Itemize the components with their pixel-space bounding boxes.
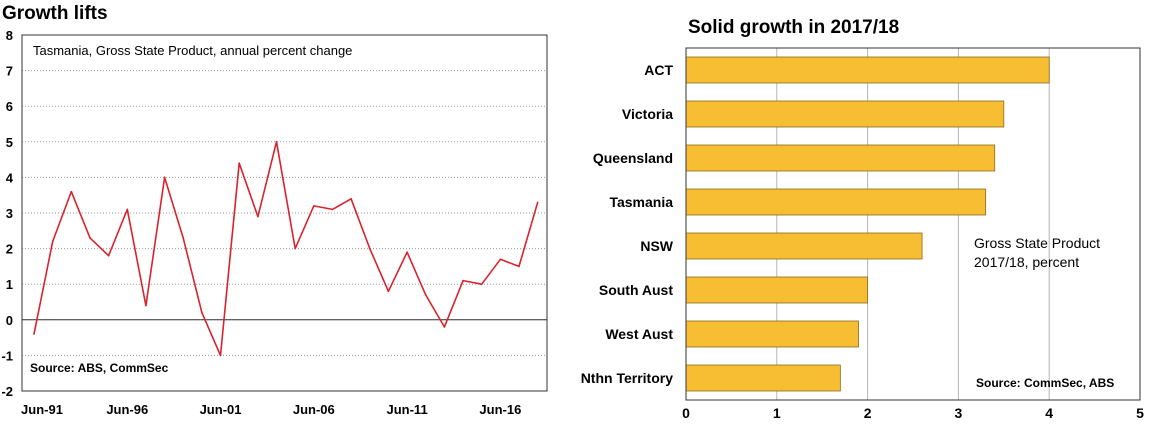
x-tick-label: 1	[773, 405, 781, 421]
y-tick-label: 3	[6, 206, 13, 221]
data-point	[238, 162, 240, 164]
y-tick-label: 5	[6, 135, 13, 150]
x-tick-label: Jun-91	[21, 402, 63, 417]
plot-frame	[21, 34, 548, 392]
line-chart-panel: Growth lifts -2 -1 0 1 2 3 4 5 6 7 8 Jun-91 Jun-96 Ju…	[0, 0, 560, 429]
bar-chart: ACT Victoria Queensland Tasmania NSW South Au…	[581, 47, 1144, 421]
source-note: Source: ABS, CommSec	[30, 361, 169, 375]
x-tick-label: Jun-16	[479, 402, 521, 417]
y-tick-label: -1	[1, 348, 13, 363]
chart-annotation: Gross State Product	[974, 235, 1100, 251]
category-label: Tasmania	[609, 194, 673, 210]
x-tick-label: Jun-96	[106, 402, 148, 417]
data-point	[275, 141, 278, 143]
bar	[685, 364, 841, 392]
data-point	[387, 290, 390, 293]
data-point	[406, 251, 408, 253]
data-point	[219, 354, 222, 357]
y-tick-label: 1	[6, 277, 13, 292]
data-point	[257, 215, 259, 218]
bar	[685, 144, 996, 172]
category-label: West Aust	[605, 326, 673, 342]
x-tick-label: 3	[955, 405, 963, 421]
data-point	[145, 304, 147, 307]
y-tick-label: 7	[6, 64, 13, 79]
y-tick-label: 2	[6, 242, 13, 257]
data-point	[51, 240, 54, 243]
category-label: ACT	[644, 62, 673, 78]
data-point	[536, 201, 539, 204]
chart-annotation: 2017/18, percent	[974, 254, 1079, 270]
x-tick-label: 2	[864, 405, 872, 421]
source-note: Source: CommSec, ABS	[976, 376, 1114, 390]
bar	[685, 320, 859, 348]
data-point	[480, 283, 483, 286]
data-point	[462, 279, 464, 282]
data-point	[126, 208, 129, 211]
data-point	[182, 237, 185, 239]
series-line	[33, 141, 539, 357]
data-point	[424, 294, 427, 296]
y-tick-label: 0	[6, 313, 13, 328]
data-point	[350, 197, 352, 200]
line-chart: -2 -1 0 1 2 3 4 5 6 7 8 Jun-91 Jun-96 Jun-01 Jun-06 Jun…	[1, 28, 548, 417]
x-tick-label: 5	[1136, 405, 1144, 421]
data-point	[331, 208, 334, 211]
x-tick-label: Jun-01	[200, 402, 242, 417]
bar-chart-title: Solid growth in 2017/18	[688, 17, 900, 38]
bar	[685, 232, 923, 260]
category-label: Victoria	[622, 106, 673, 122]
data-point	[33, 333, 35, 335]
data-point	[89, 237, 91, 239]
data-point	[443, 326, 446, 328]
data-point	[294, 247, 296, 250]
data-point	[368, 247, 371, 250]
data-point	[313, 205, 315, 207]
chart-subtitle: Tasmania, Gross State Product, annual pe…	[33, 43, 352, 58]
x-tick-label: 0	[682, 405, 690, 421]
data-point	[163, 176, 166, 179]
category-label: NSW	[640, 238, 673, 254]
data-point	[107, 254, 110, 257]
y-tick-label: -2	[1, 384, 13, 399]
bar	[685, 100, 1005, 128]
data-point	[499, 258, 502, 261]
data-point	[518, 265, 520, 268]
plot-frame	[685, 47, 1141, 401]
x-tick-label: 4	[1045, 405, 1053, 421]
category-label: Nthn Territory	[581, 370, 674, 386]
bar	[685, 276, 869, 304]
category-label: South Aust	[599, 282, 673, 298]
x-tick-label: Jun-06	[293, 402, 335, 417]
data-point	[70, 190, 73, 193]
bar	[685, 188, 987, 216]
line-chart-title: Growth lifts	[2, 3, 108, 24]
category-label: Queensland	[593, 150, 673, 166]
y-tick-label: 6	[6, 99, 13, 114]
y-tick-label: 8	[6, 28, 13, 43]
x-tick-label: Jun-11	[386, 402, 427, 417]
data-point	[201, 311, 203, 314]
y-tick-label: 4	[6, 170, 14, 185]
bar-chart-panel: Solid growth in 2017/18 ACT Victoria Queen…	[575, 0, 1160, 429]
bar	[685, 56, 1050, 84]
